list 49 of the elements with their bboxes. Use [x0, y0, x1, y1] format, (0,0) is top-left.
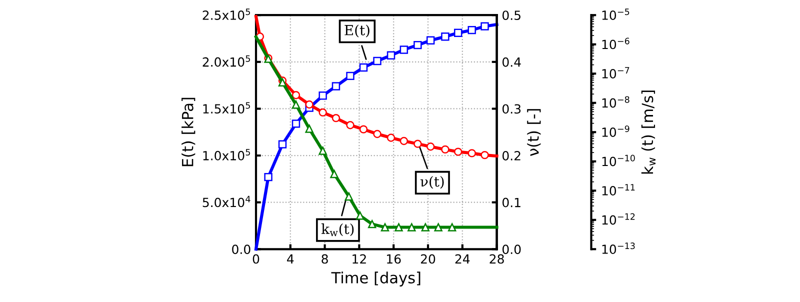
y-axis-title: E(t) [kPa]: [182, 98, 196, 166]
x-tick-label: 28: [490, 254, 504, 264]
point: [330, 170, 338, 178]
y3-tick-label: 10$^{−12}$: [602, 213, 635, 225]
y-tick-label: 2.5x10$^{5}$: [202, 8, 250, 20]
y2-tick-label: 0.3: [502, 104, 521, 114]
y-tick-label: 0.0: [232, 244, 250, 254]
y3-tick-label: 10$^{−7}$: [602, 67, 630, 78]
y3-tick-label: 10$^{−10}$: [602, 154, 635, 166]
annotation: E(t): [344, 24, 370, 38]
point: [344, 192, 353, 201]
point: [421, 223, 430, 232]
y2-tick-label: 0.2: [502, 151, 520, 160]
x-tick-label: 8: [322, 254, 328, 264]
point: [380, 223, 390, 232]
y2-tick-label: 0.4: [502, 57, 521, 67]
y3-tick-label: 10$^{−5}$: [602, 8, 630, 20]
x-axis-title: Time [days]: [331, 272, 420, 286]
annotation: k$_{w}$(t): [321, 223, 354, 236]
x-tick-label: 0: [252, 254, 260, 264]
point: [408, 223, 416, 232]
y-tick-label: 1.5x10$^{5}$: [203, 102, 250, 114]
y-tick-label: 5.0x10$^{4}$: [202, 196, 250, 208]
point: [448, 223, 456, 232]
y3-tick-label: 10$^{−11}$: [602, 184, 635, 196]
x-tick-label: 12: [352, 254, 366, 264]
y3-tick-label: 10$^{−9}$: [602, 126, 630, 137]
x-tick-label: 16: [387, 254, 401, 264]
y-tick-label: 2.0x10$^{5}$: [202, 55, 250, 67]
y2-tick-label: 0.0: [502, 244, 521, 254]
point: [394, 223, 403, 232]
y3-axis-title: k$_{w}$ (t) [m/s]: [641, 90, 656, 174]
y3-tick-label: 10$^{−8}$: [602, 96, 630, 108]
y2-tick-label: 0.5: [502, 10, 520, 20]
x-tick-label: 20: [420, 254, 436, 264]
y-tick-label: 1.0x10$^{5}$: [203, 149, 250, 160]
x-tick-label: 24: [455, 254, 470, 264]
point: [305, 124, 314, 133]
point: [434, 223, 442, 232]
point: [356, 212, 364, 220]
y2-axis-title: ν(t) [-]: [527, 109, 541, 156]
point: [292, 100, 300, 109]
x-tick-label: 4: [287, 254, 294, 264]
annotation: ν(t): [420, 176, 444, 189]
point: [368, 220, 376, 228]
y3-tick-label: 10$^{−6}$: [602, 38, 630, 50]
y3-tick-label: 10$^{−13}$: [602, 242, 635, 254]
point: [318, 146, 327, 155]
y2-tick-label: 0.1: [502, 198, 520, 208]
